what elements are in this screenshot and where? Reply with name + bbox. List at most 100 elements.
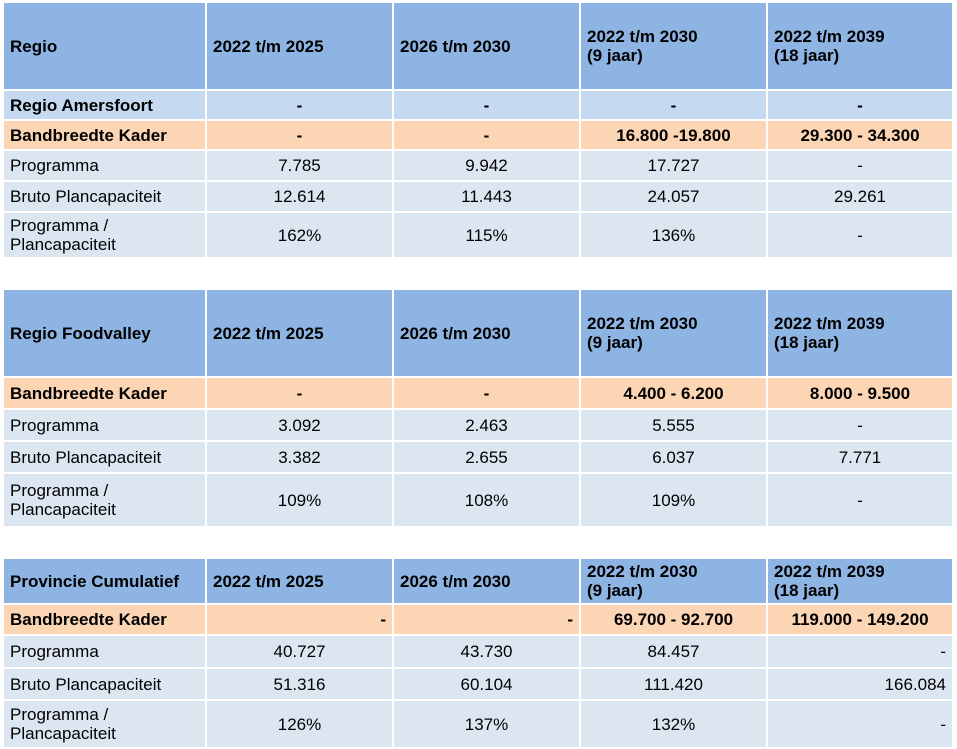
table-provincie-cumulatief: Provincie Cumulatief 2022 t/m 2025 2026 … [2, 557, 954, 749]
row-label: Programma / Plancapaciteit [2, 472, 207, 528]
cell-value: - [766, 408, 954, 442]
row-label-line: Programma / [10, 705, 109, 724]
header-period-2022-2030: 2022 t/m 2030 (9 jaar) [579, 1, 768, 91]
cell-value: 69.700 - 92.700 [579, 603, 768, 636]
cell-value: 126% [205, 699, 394, 749]
cell-value: 12.614 [205, 180, 394, 213]
header-period-duration: (18 jaar) [774, 46, 840, 65]
cell-value: 162% [205, 211, 394, 259]
cell-value: 17.727 [579, 149, 768, 182]
cell-value: - [766, 149, 954, 182]
table-row-programma: Programma 3.092 2.463 5.555 - [2, 408, 954, 442]
cell-value: - [766, 211, 954, 259]
cell-value: 16.800 -19.800 [579, 119, 768, 151]
cell-value: 119.000 - 149.200 [766, 603, 954, 636]
row-label: Programma / Plancapaciteit [2, 699, 207, 749]
cell-value: - [766, 634, 954, 669]
row-label: Bruto Plancapaciteit [2, 180, 207, 213]
table-header-row: Regio 2022 t/m 2025 2026 t/m 2030 2022 t… [2, 1, 954, 91]
row-label: Bandbreedte Kader [2, 119, 207, 151]
row-label: Bandbreedte Kader [2, 603, 207, 636]
cell-value: - [205, 119, 394, 151]
table-row-bandbreedte-kader: Bandbreedte Kader - - 4.400 - 6.200 8.00… [2, 376, 954, 410]
cell-value: 3.092 [205, 408, 394, 442]
table-row-bruto-plancapaciteit: Bruto Plancapaciteit 3.382 2.655 6.037 7… [2, 440, 954, 474]
cell-value: - [392, 603, 581, 636]
cell-value: 2.463 [392, 408, 581, 442]
table-row-programma-plancapaciteit: Programma / Plancapaciteit 126% 137% 132… [2, 699, 954, 749]
cell-value: 8.000 - 9.500 [766, 376, 954, 410]
cell-value: - [205, 376, 394, 410]
cell-value: 40.727 [205, 634, 394, 669]
header-period-2026-2030: 2026 t/m 2030 [392, 1, 581, 91]
cell-value: 29.300 - 34.300 [766, 119, 954, 151]
header-region: Regio [2, 1, 207, 91]
table-row-bandbreedte-kader: Bandbreedte Kader - - 16.800 -19.800 29.… [2, 119, 954, 151]
table-row-programma: Programma 40.727 43.730 84.457 - [2, 634, 954, 669]
table-row-programma-plancapaciteit: Programma / Plancapaciteit 109% 108% 109… [2, 472, 954, 528]
cell-value: 132% [579, 699, 768, 749]
cell-value: 108% [392, 472, 581, 528]
header-period-2022-2025: 2022 t/m 2025 [205, 288, 394, 378]
cell-value: 9.942 [392, 149, 581, 182]
row-label: Programma [2, 634, 207, 669]
row-label: Programma [2, 408, 207, 442]
table-header-row: Regio Foodvalley 2022 t/m 2025 2026 t/m … [2, 288, 954, 378]
row-label: Bruto Plancapaciteit [2, 440, 207, 474]
header-period-2022-2030: 2022 t/m 2030 (9 jaar) [579, 557, 768, 605]
cell-value: - [392, 376, 581, 410]
header-period-duration: (9 jaar) [587, 333, 643, 352]
header-period-duration: (9 jaar) [587, 46, 643, 65]
header-period-2022-2039: 2022 t/m 2039 (18 jaar) [766, 557, 954, 605]
cell-value: - [766, 699, 954, 749]
cell-value: - [205, 603, 394, 636]
cell-value: 60.104 [392, 667, 581, 701]
cell-value: 166.084 [766, 667, 954, 701]
cell-value: - [392, 89, 581, 121]
cell-value: 24.057 [579, 180, 768, 213]
cell-value: 136% [579, 211, 768, 259]
table-row-programma: Programma 7.785 9.942 17.727 - [2, 149, 954, 182]
cell-value: 109% [579, 472, 768, 528]
row-label-line: Programma / [10, 481, 109, 500]
table-row-bruto-plancapaciteit: Bruto Plancapaciteit 51.316 60.104 111.4… [2, 667, 954, 701]
header-period-duration: (18 jaar) [774, 333, 840, 352]
header-period-2022-2030: 2022 t/m 2030 (9 jaar) [579, 288, 768, 378]
cell-value: - [766, 89, 954, 121]
cell-value: - [392, 119, 581, 151]
cell-value: 43.730 [392, 634, 581, 669]
row-label: Bandbreedte Kader [2, 376, 207, 410]
cell-value: 115% [392, 211, 581, 259]
row-label-line: Plancapaciteit [10, 235, 116, 254]
cell-value: 7.785 [205, 149, 394, 182]
header-period-label: 2022 t/m 2030 [587, 314, 698, 333]
cell-value: 137% [392, 699, 581, 749]
cell-value: 2.655 [392, 440, 581, 474]
table-row-region-name: Regio Amersfoort - - - - [2, 89, 954, 121]
header-period-2022-2039: 2022 t/m 2039 (18 jaar) [766, 288, 954, 378]
cell-value: 7.771 [766, 440, 954, 474]
cell-value: 6.037 [579, 440, 768, 474]
row-label: Bruto Plancapaciteit [2, 667, 207, 701]
cell-value: - [205, 89, 394, 121]
cell-value: 3.382 [205, 440, 394, 474]
table-row-programma-plancapaciteit: Programma / Plancapaciteit 162% 115% 136… [2, 211, 954, 259]
table-row-bruto-plancapaciteit: Bruto Plancapaciteit 12.614 11.443 24.05… [2, 180, 954, 213]
table-regio-foodvalley: Regio Foodvalley 2022 t/m 2025 2026 t/m … [2, 288, 954, 528]
header-period-2026-2030: 2026 t/m 2030 [392, 557, 581, 605]
cell-value: - [766, 472, 954, 528]
header-period-2022-2039: 2022 t/m 2039 (18 jaar) [766, 1, 954, 91]
row-label-line: Programma / [10, 216, 109, 235]
cell-value: 111.420 [579, 667, 768, 701]
cell-value: 109% [205, 472, 394, 528]
row-label: Programma / Plancapaciteit [2, 211, 207, 259]
header-period-2022-2025: 2022 t/m 2025 [205, 557, 394, 605]
table-regio-amersfoort: Regio 2022 t/m 2025 2026 t/m 2030 2022 t… [2, 1, 954, 259]
cell-value: 29.261 [766, 180, 954, 213]
header-period-label: 2022 t/m 2039 [774, 27, 885, 46]
header-period-label: 2022 t/m 2030 [587, 562, 698, 581]
cell-value: 84.457 [579, 634, 768, 669]
header-period-label: 2022 t/m 2039 [774, 314, 885, 333]
row-label: Regio Amersfoort [2, 89, 207, 121]
header-region: Provincie Cumulatief [2, 557, 207, 605]
